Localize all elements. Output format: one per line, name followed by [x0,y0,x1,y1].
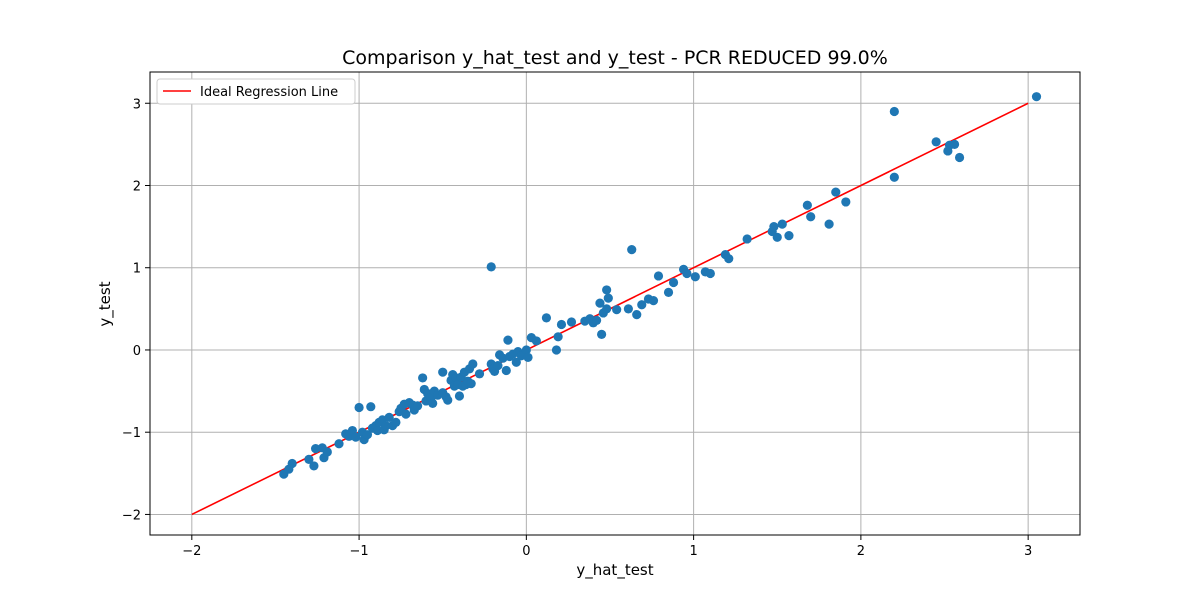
data-point [413,401,423,411]
y-tick-label: 2 [133,179,141,194]
data-point [428,398,438,409]
y-axis-ticks: −2 −1 0 1 2 3 [122,97,150,523]
data-point [690,272,700,282]
data-point [541,313,552,323]
x-tick-label: 3 [1024,544,1032,559]
legend-box [156,78,356,105]
data-point [954,152,965,163]
data-point [602,285,612,295]
data-point [531,336,541,346]
x-tick-label: 1 [689,544,697,559]
data-point [889,172,899,182]
data-point [769,222,779,232]
data-point [454,391,465,401]
data-point [556,319,567,330]
data-point [304,454,314,464]
y-tick-label: 0 [133,344,141,359]
data-point [772,232,782,242]
y-tick-label: 3 [133,97,141,112]
y-tick-label: −2 [122,508,141,523]
data-point [523,352,533,362]
data-points [279,92,1042,479]
y-tick-label: 1 [133,262,141,277]
x-tick-label: −2 [182,544,201,559]
data-point [503,335,513,345]
data-point [372,425,383,436]
data-point [309,461,319,471]
data-point [474,369,485,379]
data-point [595,298,605,308]
data-point [384,412,394,422]
data-point [931,137,941,147]
data-point [831,187,841,197]
data-point [705,268,715,279]
data-point [521,345,531,355]
data-point [802,200,812,210]
data-point [663,287,674,297]
data-point [784,231,794,241]
data-point [381,421,391,431]
y-axis-label: y_test [96,281,115,326]
data-point [806,212,816,222]
data-point [597,329,607,339]
data-point [501,365,511,376]
y-tick-label: −1 [122,426,141,441]
data-point [949,139,960,149]
data-point [841,197,851,207]
data-point [287,458,297,469]
x-axis-ticks: −2 −1 0 1 2 3 [182,535,1032,559]
data-point [632,310,642,320]
data-point [653,271,664,281]
data-point [553,332,563,342]
data-point [443,395,453,405]
data-point [742,234,752,244]
data-point [354,402,364,413]
data-point [486,262,496,272]
data-point [391,417,401,427]
grid-lines [150,72,1080,535]
x-tick-label: −1 [349,544,368,559]
data-point [777,219,787,229]
legend-entry-ideal-regression-line: Ideal Regression Line [200,85,338,100]
data-point [592,315,602,325]
data-point [418,373,428,383]
data-point [362,430,373,440]
data-point [602,304,612,314]
chart-title: Comparison y_hat_test and y_test - PCR R… [342,47,888,69]
data-point [566,317,577,327]
x-tick-label: 2 [857,544,865,559]
data-point [493,360,503,371]
data-point [637,300,647,310]
data-point [623,304,633,314]
data-point [322,447,332,457]
plot-frame [149,71,1081,536]
data-point [468,359,478,369]
data-point [682,268,692,279]
data-point [401,409,411,419]
data-point [648,296,659,306]
data-point [366,402,376,412]
x-tick-label: 0 [522,544,530,559]
data-point [466,379,476,389]
data-point [551,345,562,355]
data-point [351,432,361,442]
data-point [824,219,834,229]
data-point [511,357,521,367]
data-point [724,254,734,264]
legend: Ideal Regression Line [156,78,356,105]
data-point [612,305,622,315]
data-point [603,293,613,303]
data-point [668,277,679,288]
data-point [889,106,899,117]
data-point [334,439,344,449]
data-point [310,444,321,454]
x-axis-label: y_hat_test [576,561,653,580]
data-point [1031,92,1042,102]
data-point [627,245,637,255]
data-point [438,367,448,377]
